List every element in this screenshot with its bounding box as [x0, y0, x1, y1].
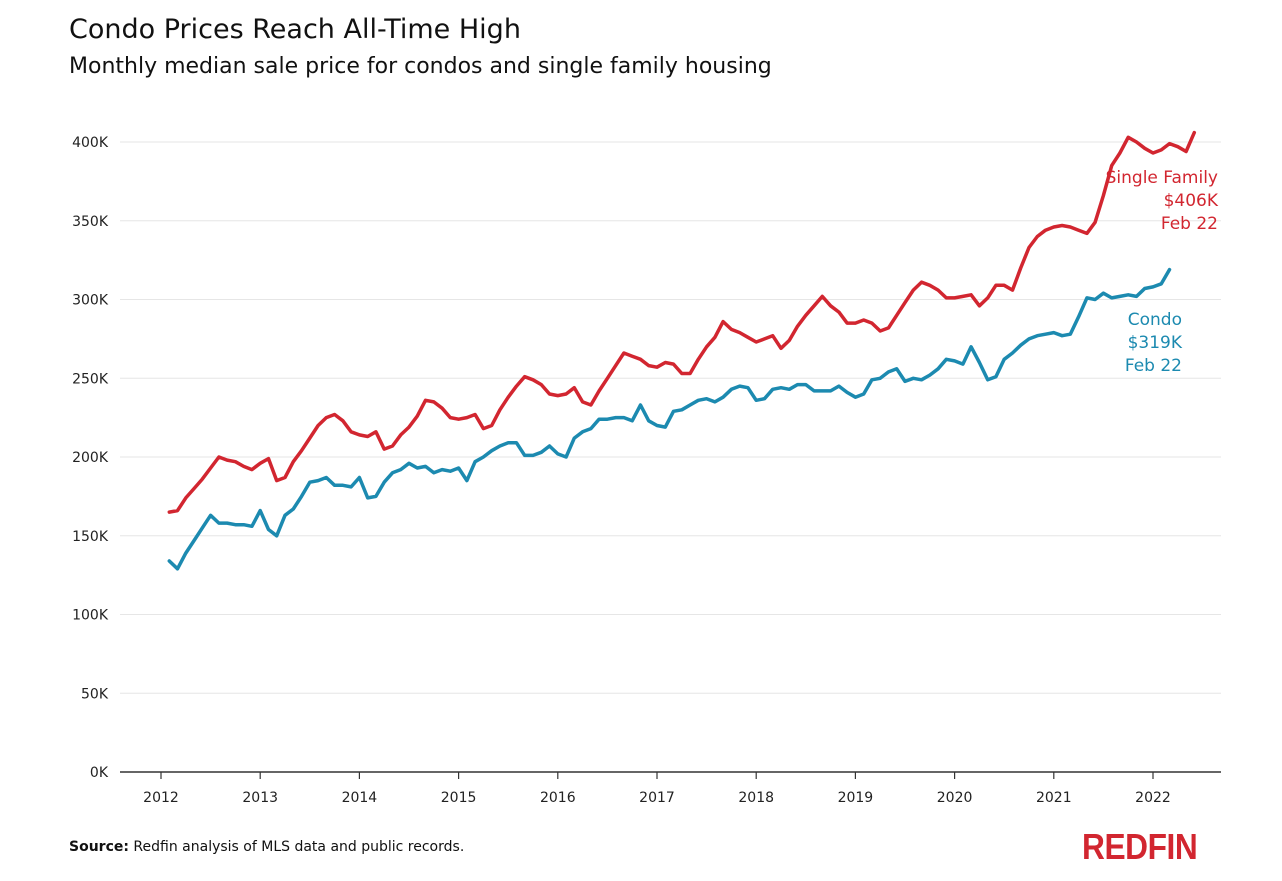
- x-tick-label: 2015: [441, 790, 477, 806]
- x-tick-label: 2019: [838, 790, 874, 806]
- x-tick-label: 2014: [342, 790, 378, 806]
- source-label: Source:: [69, 839, 129, 855]
- series-line-single-family: [167, 130, 1197, 514]
- x-tick-label: 2012: [143, 790, 179, 806]
- chart-subtitle: Monthly median sale price for condos and…: [69, 54, 772, 79]
- y-tick-label: 150K: [72, 529, 109, 545]
- x-tick-label: 2016: [540, 790, 576, 806]
- x-tick-label: 2013: [242, 790, 278, 806]
- chart-title: Condo Prices Reach All-Time High: [69, 14, 521, 45]
- source-text: Redfin analysis of MLS data and public r…: [133, 839, 465, 855]
- y-tick-label: 200K: [72, 450, 109, 466]
- x-tick-label: 2020: [937, 790, 973, 806]
- series-line-condo: [167, 267, 1172, 571]
- source-note: Source: Redfin analysis of MLS data and …: [69, 839, 464, 855]
- y-tick-label: 50K: [81, 686, 109, 702]
- y-tick-label: 100K: [72, 608, 109, 624]
- series-end-label-condo: $319K: [1128, 333, 1183, 353]
- series-end-label-single-family: $406K: [1164, 191, 1219, 211]
- series-end-label-condo: Feb 22: [1125, 356, 1182, 376]
- series-end-label-condo: Condo: [1128, 310, 1182, 330]
- x-tick-label: 2021: [1036, 790, 1072, 806]
- series-end-label-single-family: Feb 22: [1161, 214, 1218, 234]
- y-tick-label: 400K: [72, 135, 109, 151]
- y-tick-label: 0K: [90, 765, 109, 781]
- series-end-label-single-family: Single Family: [1106, 168, 1218, 188]
- redfin-logo: REDFIN: [1082, 826, 1198, 867]
- y-tick-label: 250K: [72, 371, 109, 387]
- x-tick-label: 2017: [639, 790, 675, 806]
- y-tick-label: 300K: [72, 293, 109, 309]
- x-tick-label: 2018: [738, 790, 774, 806]
- y-tick-label: 350K: [72, 214, 109, 230]
- x-tick-label: 2022: [1135, 790, 1171, 806]
